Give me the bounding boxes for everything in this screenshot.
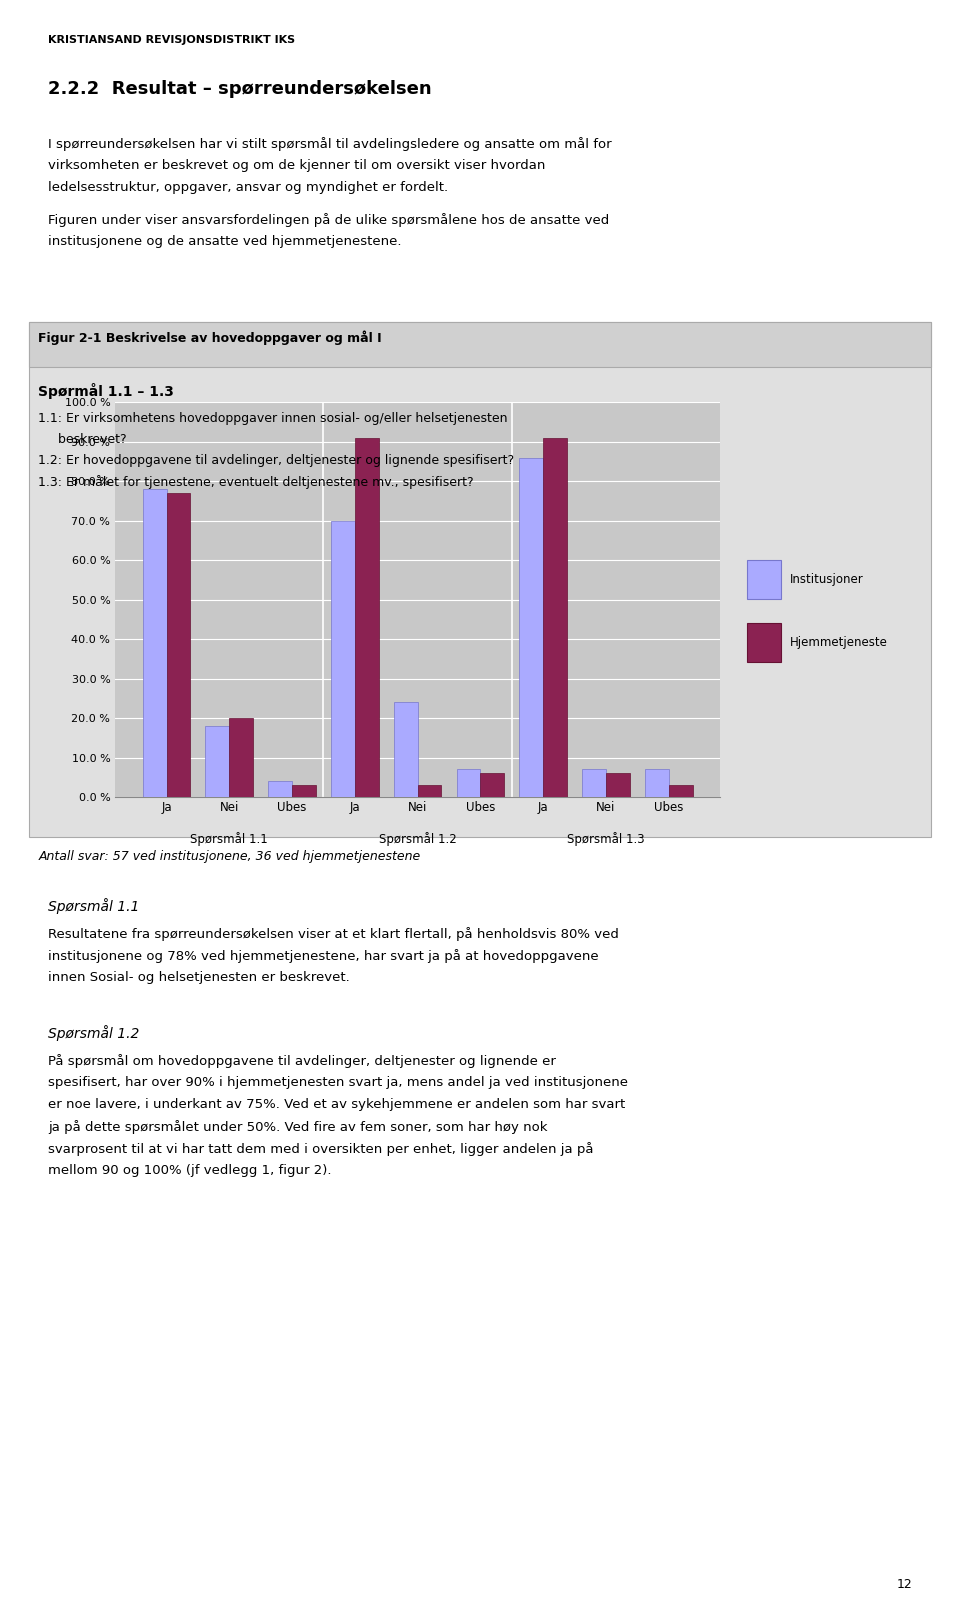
Text: 2.2.2  Resultat – spørreundersøkelsen: 2.2.2 Resultat – spørreundersøkelsen [48, 80, 432, 98]
Text: ledelsesstruktur, oppgaver, ansvar og myndighet er fordelt.: ledelsesstruktur, oppgaver, ansvar og my… [48, 180, 448, 193]
Text: 1.1: Er virksomhetens hovedoppgaver innen sosial- og/eller helsetjenesten: 1.1: Er virksomhetens hovedoppgaver inne… [38, 412, 508, 425]
Text: innen Sosial- og helsetjenesten er beskrevet.: innen Sosial- og helsetjenesten er beskr… [48, 971, 349, 984]
Text: beskrevet?: beskrevet? [38, 433, 127, 446]
Bar [747, 560, 780, 599]
Text: institusjonene og 78% ved hjemmetjenestene, har svart ja på at hovedoppgavene: institusjonene og 78% ved hjemmetjeneste… [48, 950, 599, 963]
Bar [166, 493, 190, 797]
Bar [519, 457, 543, 797]
Bar [394, 702, 418, 797]
Bar [747, 623, 780, 662]
Text: Spørmål 1.1 – 1.3: Spørmål 1.1 – 1.3 [38, 383, 175, 399]
Bar [645, 770, 669, 797]
Text: 1.2: Er hovedoppgavene til avdelinger, deltjenester og lignende spesifisert?: 1.2: Er hovedoppgavene til avdelinger, d… [38, 454, 515, 467]
Text: institusjonene og de ansatte ved hjemmetjenestene.: institusjonene og de ansatte ved hjemmet… [48, 235, 401, 248]
Text: Institusjoner: Institusjoner [790, 573, 864, 586]
Text: Spørsmål 1.1: Spørsmål 1.1 [190, 832, 268, 847]
Text: I spørreundersøkelsen har vi stilt spørsmål til avdelingsledere og ansatte om må: I spørreundersøkelsen har vi stilt spørs… [48, 137, 612, 151]
Text: svarprosent til at vi har tatt dem med i oversikten per enhet, ligger andelen ja: svarprosent til at vi har tatt dem med i… [48, 1143, 593, 1156]
Bar [582, 770, 606, 797]
Text: På spørsmål om hovedoppgavene til avdelinger, deltjenester og lignende er: På spørsmål om hovedoppgavene til avdeli… [48, 1055, 556, 1069]
Bar [669, 786, 692, 797]
Text: 1.3: Er målet for tjenestene, eventuelt deltjenestene mv., spesifisert?: 1.3: Er målet for tjenestene, eventuelt … [38, 475, 474, 489]
Bar [331, 522, 355, 797]
Bar [205, 726, 229, 797]
Bar [480, 773, 504, 797]
Bar [229, 718, 253, 797]
Text: Spørsmål 1.2: Spørsmål 1.2 [379, 832, 456, 847]
Text: 12: 12 [897, 1578, 912, 1591]
Text: ja på dette spørsmålet under 50%. Ved fire av fem soner, som har høy nok: ja på dette spørsmålet under 50%. Ved fi… [48, 1121, 547, 1135]
Bar [418, 786, 442, 797]
Text: Figuren under viser ansvarsfordelingen på de ulike spørsmålene hos de ansatte ve: Figuren under viser ansvarsfordelingen p… [48, 213, 610, 227]
Text: virksomheten er beskrevet og om de kjenner til om oversikt viser hvordan: virksomheten er beskrevet og om de kjenn… [48, 159, 545, 172]
Bar [268, 781, 292, 797]
Bar [143, 489, 166, 797]
Text: Spørsmål 1.3: Spørsmål 1.3 [567, 832, 645, 847]
Bar [543, 438, 567, 797]
Bar [606, 773, 630, 797]
Bar [355, 438, 378, 797]
Text: Figur 2-1 Beskrivelse av hovedoppgaver og mål I: Figur 2-1 Beskrivelse av hovedoppgaver o… [38, 330, 382, 345]
Text: Spørsmål 1.1: Spørsmål 1.1 [48, 898, 139, 914]
Text: Resultatene fra spørreundersøkelsen viser at et klart flertall, på henholdsvis 8: Resultatene fra spørreundersøkelsen vise… [48, 927, 619, 942]
Text: mellom 90 og 100% (jf vedlegg 1, figur 2).: mellom 90 og 100% (jf vedlegg 1, figur 2… [48, 1164, 331, 1177]
Bar [457, 770, 480, 797]
Text: Hjemmetjeneste: Hjemmetjeneste [790, 636, 888, 649]
Text: KRISTIANSAND REVISJONSDISTRIKT IKS: KRISTIANSAND REVISJONSDISTRIKT IKS [48, 35, 295, 45]
Text: er noe lavere, i underkant av 75%. Ved et av sykehjemmene er andelen som har sva: er noe lavere, i underkant av 75%. Ved e… [48, 1098, 625, 1111]
Text: spesifisert, har over 90% i hjemmetjenesten svart ja, mens andel ja ved institus: spesifisert, har over 90% i hjemmetjenes… [48, 1077, 628, 1090]
Text: Spørsmål 1.2: Spørsmål 1.2 [48, 1026, 139, 1042]
Bar [292, 786, 316, 797]
Text: Antall svar: 57 ved institusjonene, 36 ved hjemmetjenestene: Antall svar: 57 ved institusjonene, 36 v… [38, 850, 420, 863]
